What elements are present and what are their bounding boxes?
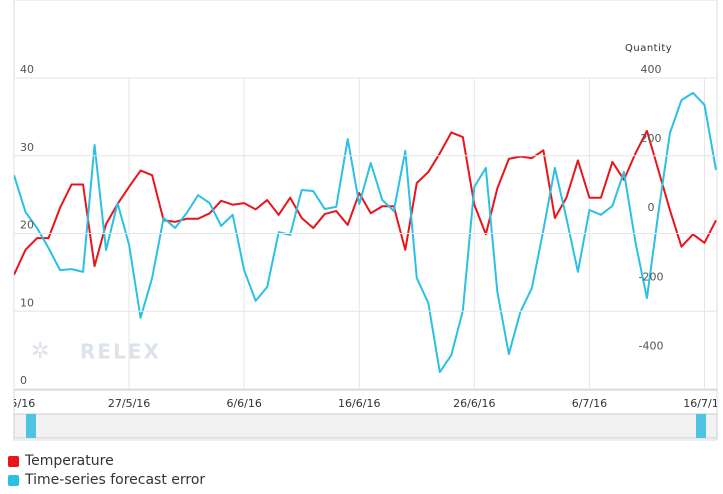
navigator-handle-left[interactable] bbox=[26, 414, 36, 438]
legend-item[interactable]: Temperature bbox=[8, 453, 114, 469]
x-tick-label: 16/7/16 bbox=[683, 397, 723, 410]
legend-item[interactable]: Time-series forecast error bbox=[8, 472, 205, 488]
y2-tick-label: -400 bbox=[639, 339, 664, 352]
series-line bbox=[14, 129, 717, 276]
y2-tick-label: -200 bbox=[639, 270, 664, 283]
x-tick-label: 27/5/16 bbox=[108, 397, 150, 410]
y-tick-label: 10 bbox=[20, 296, 34, 309]
legend-label: Time-series forecast error bbox=[25, 472, 206, 488]
chart: ✲ RELEX Quantity 17/5/16 27/5/16 6/6/16 16/… bbox=[0, 0, 723, 441]
y2-axis-title: Quantity bbox=[625, 43, 672, 54]
legend-swatch bbox=[8, 474, 19, 486]
x-tick-label: 6/6/16 bbox=[226, 397, 261, 410]
y2-tick-label: 400 bbox=[641, 63, 662, 76]
navigator-track[interactable] bbox=[13, 413, 718, 439]
y-tick-label: 30 bbox=[20, 141, 34, 154]
x-tick-label: 17/5/16 bbox=[0, 397, 35, 410]
watermark-icon: ✲ bbox=[31, 339, 49, 364]
x-tick-label: 26/6/16 bbox=[453, 397, 495, 410]
y-tick-label: 40 bbox=[20, 63, 34, 76]
x-tick-label: 6/7/16 bbox=[572, 397, 607, 410]
y-tick-label: 20 bbox=[20, 219, 34, 232]
legend-swatch bbox=[8, 455, 19, 467]
y2-tick-label: 200 bbox=[641, 132, 662, 145]
y2-tick-label: 0 bbox=[648, 201, 655, 214]
x-tick-label: 16/6/16 bbox=[338, 397, 380, 410]
navigator-handle-right[interactable] bbox=[696, 414, 706, 438]
series-line bbox=[14, 91, 717, 374]
y-tick-label: 0 bbox=[20, 374, 27, 387]
watermark: RELEX bbox=[80, 340, 161, 364]
chart-frame bbox=[13, 0, 718, 441]
legend-label: Temperature bbox=[25, 453, 114, 469]
